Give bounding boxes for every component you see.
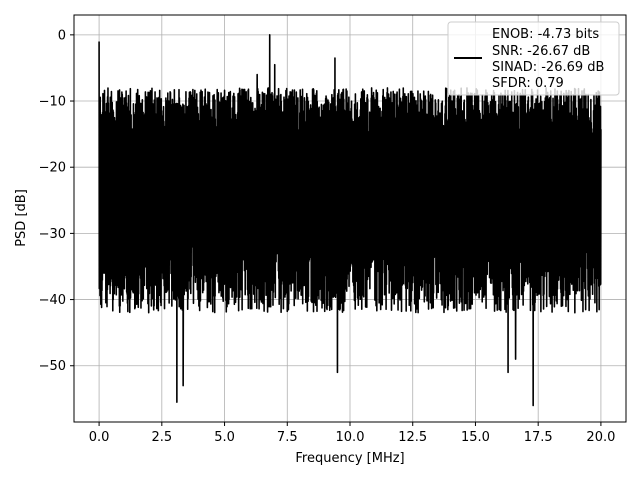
- x-tick-label: 15.0: [461, 430, 490, 445]
- y-tick-label: −20: [39, 161, 66, 176]
- legend-line-sfdr: SFDR: 0.79: [492, 76, 564, 91]
- x-tick-label: 20.0: [586, 430, 615, 445]
- legend-line-enob: ENOB: -4.73 bits: [492, 27, 599, 42]
- x-tick-label: 5.0: [214, 430, 235, 445]
- legend-box: [447, 21, 620, 96]
- x-ticks: 0.0 2.5 5.0 7.5 10.0 12.5 15.0 17.5 20.0: [89, 422, 615, 445]
- y-ticks: 0 −10 −20 −30 −40 −50: [39, 28, 74, 374]
- x-axis-label: Frequency [MHz]: [295, 451, 404, 466]
- psd-series: [98, 34, 602, 407]
- y-tick-label: −30: [39, 227, 66, 242]
- legend-line-sinad: SINAD: -26.69 dB: [492, 60, 604, 75]
- x-tick-label: 0.0: [89, 430, 110, 445]
- x-tick-label: 12.5: [398, 430, 427, 445]
- y-tick-label: −50: [39, 359, 66, 374]
- y-tick-label: −10: [39, 95, 66, 110]
- legend-line-snr: SNR: -26.67 dB: [492, 44, 590, 59]
- x-tick-label: 7.5: [277, 430, 298, 445]
- y-axis-label: PSD [dB]: [14, 189, 29, 247]
- x-tick-label: 10.0: [336, 430, 365, 445]
- y-tick-label: −40: [39, 293, 66, 308]
- psd-line: [98, 34, 602, 407]
- y-tick-label: 0: [58, 28, 66, 43]
- x-tick-label: 17.5: [524, 430, 553, 445]
- legend: ENOB: -4.73 bits SNR: -26.67 dB SINAD: -…: [447, 21, 620, 96]
- x-tick-label: 2.5: [151, 430, 172, 445]
